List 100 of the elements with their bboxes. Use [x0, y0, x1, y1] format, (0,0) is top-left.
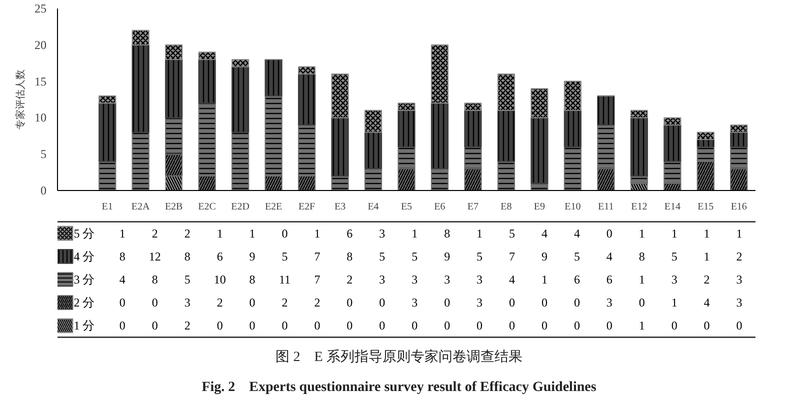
- y-tick-label: 25: [34, 2, 46, 16]
- data-label: 3: [412, 296, 418, 310]
- data-label: 4: [606, 249, 612, 264]
- data-label: 7: [314, 249, 320, 264]
- data-label: 2: [152, 226, 158, 240]
- data-label: 0: [671, 318, 678, 333]
- data-label: 3: [476, 272, 483, 286]
- data-label: 0: [444, 296, 450, 310]
- data-label: 3: [476, 296, 483, 310]
- data-label: 1: [704, 249, 710, 264]
- data-label: 0: [412, 318, 418, 333]
- data-label: 5: [184, 272, 190, 286]
- data-label: 0: [574, 318, 580, 333]
- data-label: 4: [541, 226, 548, 240]
- data-label: 0: [346, 318, 353, 333]
- data-label: 3: [606, 296, 612, 310]
- data-label: 1: [638, 272, 645, 286]
- data-label: 0: [314, 318, 320, 333]
- data-label: 1: [638, 318, 645, 333]
- data-label: 6: [346, 226, 353, 240]
- data-label: 0: [638, 296, 645, 310]
- data-label: 8: [638, 249, 645, 264]
- x-tick-label: E14: [664, 202, 680, 212]
- data-label: 12: [148, 249, 161, 264]
- x-tick-label: E16: [730, 202, 747, 212]
- data-label: 4: [119, 272, 126, 286]
- data-label: 8: [119, 249, 126, 264]
- data-label: 2: [184, 318, 190, 333]
- data-label: 0: [574, 296, 580, 310]
- data-label: 0: [249, 296, 256, 310]
- data-label: 0: [606, 318, 612, 333]
- x-tick-label: E3: [334, 202, 346, 212]
- x-tick-label: E6: [434, 202, 446, 212]
- data-label: 1: [736, 226, 742, 240]
- data-label: 0: [216, 318, 223, 333]
- data-label: 0: [509, 296, 516, 310]
- data-label: 6: [606, 272, 612, 286]
- data-label: 0: [541, 296, 548, 310]
- data-label: 0: [152, 296, 158, 310]
- y-axis-title: 专家评估人数: [14, 70, 26, 130]
- text: Fig. 2 Experts questionnaire survey result of Efficacy Guidelines: [200, 379, 598, 397]
- data-label: 10: [214, 272, 226, 286]
- legend-label: 2 分: [74, 296, 95, 310]
- data-label: 2: [346, 272, 353, 286]
- data-label: 1: [541, 272, 548, 286]
- data-label: 3: [736, 296, 742, 310]
- data-label: 2: [314, 296, 320, 310]
- x-tick-label: E2B: [164, 202, 184, 212]
- data-label: 0: [509, 318, 516, 333]
- x-tick-label: E1: [102, 202, 113, 212]
- x-tick-label: E9: [534, 202, 546, 212]
- data-label: 1: [314, 226, 320, 240]
- data-label: 8: [184, 249, 190, 264]
- data-label: 1: [119, 226, 126, 240]
- data-label: 0: [379, 318, 386, 333]
- legend-label: 5 分: [74, 226, 95, 240]
- data-label: 9: [249, 249, 256, 264]
- data-label: 0: [249, 318, 256, 333]
- data-label: 5: [379, 249, 386, 264]
- data-label: 4: [574, 226, 580, 240]
- data-label: 1: [704, 226, 710, 240]
- data-label: 0: [704, 318, 710, 333]
- x-tick-label: E2E: [264, 202, 282, 212]
- text: 图 2 E 系列指导原则专家问卷调查结果: [274, 348, 524, 367]
- data-label: 0: [736, 318, 742, 333]
- data-label: 3: [379, 272, 386, 286]
- y-tick-label: 15: [34, 74, 46, 88]
- data-label: 8: [346, 249, 353, 264]
- data-label: 6: [216, 249, 223, 264]
- x-tick-label: E2D: [231, 202, 250, 212]
- data-label: 2: [282, 296, 288, 310]
- x-tick-label: E5: [400, 202, 412, 212]
- data-label: 1: [671, 296, 678, 310]
- data-label: 0: [541, 318, 548, 333]
- legend-label: 4 分: [74, 249, 95, 264]
- data-label: 7: [509, 249, 516, 264]
- data-label: 1: [249, 226, 256, 240]
- data-label: 3: [412, 272, 418, 286]
- data-label: 0: [282, 318, 288, 333]
- data-label: 1: [216, 226, 223, 240]
- data-label: 6: [574, 272, 580, 286]
- x-tick-label: E2A: [131, 202, 151, 212]
- data-label: 0: [152, 318, 158, 333]
- x-tick-label: E8: [500, 202, 512, 212]
- data-label: 0: [119, 318, 126, 333]
- data-label: 11: [278, 272, 291, 286]
- y-tick-label: 0: [40, 184, 46, 198]
- data-label: 8: [152, 272, 158, 286]
- data-label: 1: [638, 226, 645, 240]
- data-label: 1: [671, 226, 678, 240]
- data-label: 0: [346, 296, 353, 310]
- data-label: 5: [412, 249, 418, 264]
- data-label: 1: [412, 226, 418, 240]
- data-label: 5: [671, 249, 678, 264]
- data-label: 8: [249, 272, 256, 286]
- data-label: 3: [379, 226, 386, 240]
- data-label: 0: [379, 296, 386, 310]
- data-label: 5: [476, 249, 483, 264]
- data-label: 9: [444, 249, 450, 264]
- data-label: 1: [476, 226, 483, 240]
